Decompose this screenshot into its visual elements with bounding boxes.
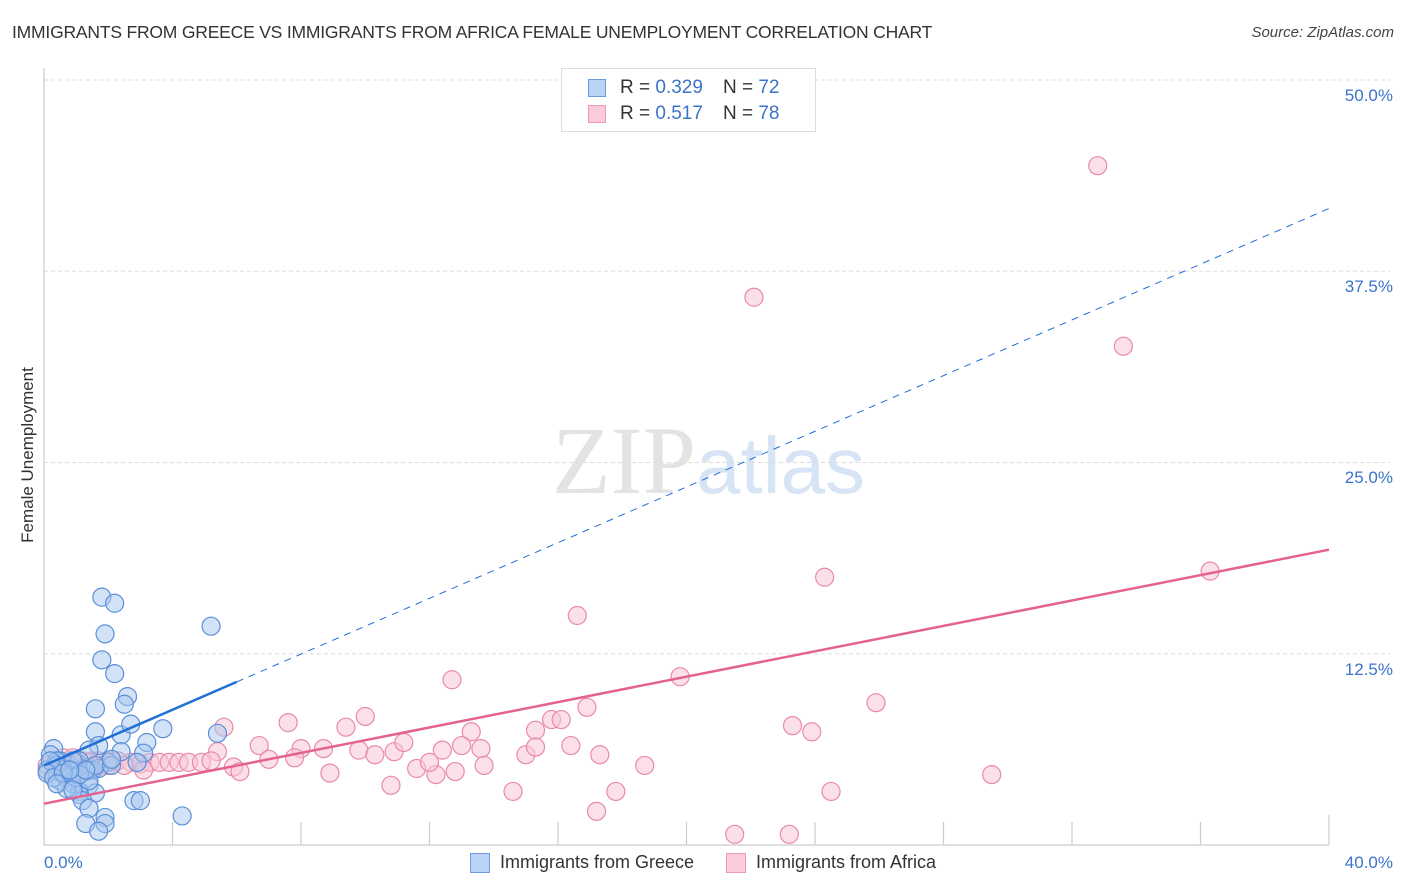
legend-item-africa[interactable]: Immigrants from Africa — [726, 852, 936, 873]
africa-point[interactable] — [782, 716, 803, 736]
africa-point[interactable] — [606, 781, 626, 802]
africa-point[interactable] — [551, 709, 571, 730]
greece-point[interactable] — [172, 806, 192, 826]
africa-point[interactable] — [779, 824, 799, 844]
africa-point[interactable] — [249, 735, 269, 756]
greece-point[interactable] — [85, 699, 106, 719]
y-axis-label: Female Unemployment — [18, 367, 37, 543]
greece-point[interactable] — [105, 664, 125, 684]
legend-row-greece: R = 0.329 N = 72 — [588, 76, 779, 100]
africa-point[interactable] — [567, 605, 587, 626]
greece-point[interactable] — [60, 760, 80, 780]
series-legend: Immigrants from Greece Immigrants from A… — [0, 852, 1406, 873]
n-label: N = — [722, 103, 754, 124]
greece-point[interactable] — [92, 650, 112, 670]
y-tick-25: 25.0% — [1344, 468, 1393, 487]
africa-point[interactable] — [866, 693, 886, 713]
africa-point[interactable] — [577, 697, 597, 717]
africa-point[interactable] — [561, 735, 581, 756]
greece-swatch — [588, 79, 606, 97]
n-label: N = — [722, 77, 754, 98]
x-tick-min: 0.0% — [44, 853, 83, 872]
x-tick-max: 40.0% — [1344, 853, 1393, 872]
africa-point[interactable] — [982, 765, 1002, 785]
legend-label: Immigrants from Africa — [756, 852, 937, 872]
greece-point[interactable] — [101, 749, 122, 769]
source-label: Source: ZipAtlas.com — [1251, 24, 1394, 41]
greece-point[interactable] — [114, 694, 134, 714]
n-value: 72 — [758, 77, 780, 98]
africa-point[interactable] — [445, 761, 465, 782]
africa-point[interactable] — [452, 735, 472, 756]
greece-point[interactable] — [153, 719, 173, 739]
r-label: R = — [620, 103, 651, 124]
africa-point[interactable] — [320, 763, 340, 783]
africa-point[interactable] — [525, 737, 546, 757]
africa-point[interactable] — [525, 720, 546, 740]
africa-point[interactable] — [355, 706, 375, 727]
africa-point[interactable] — [635, 755, 655, 776]
africa-point[interactable] — [725, 824, 745, 844]
r-value: 0.517 — [655, 103, 703, 124]
trend-lines — [43, 208, 1330, 805]
africa-swatch — [588, 105, 606, 123]
africa-point[interactable] — [821, 781, 841, 802]
africa-point[interactable] — [201, 751, 221, 771]
africa-point[interactable] — [442, 670, 462, 690]
africa-swatch — [726, 852, 746, 873]
legend-label: Immigrants from Greece — [499, 852, 694, 872]
africa-point[interactable] — [365, 745, 385, 765]
y-tick-37-5: 37.5% — [1344, 277, 1393, 296]
r-value: 0.329 — [655, 77, 703, 98]
greece-point[interactable] — [76, 760, 96, 780]
greece-point[interactable] — [127, 752, 147, 772]
africa-point[interactable] — [590, 745, 610, 765]
n-value: 78 — [758, 103, 780, 124]
africa-point[interactable] — [419, 752, 440, 772]
gridlines — [44, 79, 1390, 655]
africa-point[interactable] — [336, 717, 356, 737]
greece-point[interactable] — [89, 821, 109, 841]
africa-point[interactable] — [284, 748, 305, 768]
africa-point[interactable] — [381, 775, 401, 795]
greece-points — [37, 587, 228, 841]
greece-point[interactable] — [95, 624, 115, 644]
greece-point[interactable] — [47, 774, 67, 794]
africa-point[interactable] — [744, 287, 764, 307]
africa-point[interactable] — [802, 722, 822, 742]
africa-point[interactable] — [278, 712, 298, 733]
greece-point[interactable] — [130, 791, 150, 811]
y-tick-50: 50.0% — [1344, 86, 1393, 105]
africa-point[interactable] — [1113, 336, 1134, 356]
greece-trend-line — [43, 680, 238, 767]
greece-point[interactable] — [201, 616, 221, 636]
africa-point[interactable] — [503, 781, 523, 802]
axes — [43, 68, 1330, 846]
africa-point[interactable] — [394, 732, 414, 753]
greece-point[interactable] — [207, 723, 228, 743]
chart-title: IMMIGRANTS FROM GREECE VS IMMIGRANTS FRO… — [12, 22, 933, 42]
africa-point[interactable] — [432, 740, 452, 760]
y-tick-12-5: 12.5% — [1344, 660, 1393, 679]
africa-point[interactable] — [815, 567, 835, 587]
r-label: R = — [620, 77, 651, 98]
africa-point[interactable] — [474, 755, 494, 776]
africa-point[interactable] — [586, 801, 607, 821]
africa-point[interactable] — [1088, 156, 1108, 176]
greece-point[interactable] — [105, 593, 125, 613]
africa-trend-line — [43, 548, 1330, 805]
africa-point[interactable] — [471, 739, 491, 759]
legend-row-africa: R = 0.517 N = 78 — [588, 102, 779, 126]
correlation-legend: R = 0.329 N = 72 R = 0.517 N = 78 — [561, 68, 816, 132]
legend-item-greece[interactable]: Immigrants from Greece — [469, 852, 694, 873]
africa-point[interactable] — [461, 722, 481, 742]
greece-trend-extension — [236, 208, 1330, 683]
greece-swatch — [469, 852, 490, 873]
